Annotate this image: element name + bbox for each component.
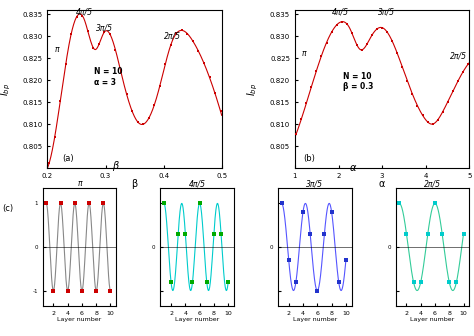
Title: π: π (77, 179, 82, 188)
X-axis label: Layer number: Layer number (57, 317, 101, 322)
Text: (b): (b) (304, 155, 316, 163)
Title: 2π/5: 2π/5 (424, 179, 441, 188)
Text: $\alpha$: $\alpha$ (349, 163, 357, 173)
Text: π: π (55, 45, 60, 54)
Text: π: π (301, 49, 306, 58)
Text: 2π/5: 2π/5 (450, 51, 467, 60)
Text: 3π/5: 3π/5 (378, 8, 395, 17)
Text: 3π/5: 3π/5 (96, 23, 113, 32)
Text: 4π/5: 4π/5 (332, 8, 349, 17)
X-axis label: Layer number: Layer number (175, 317, 219, 322)
Y-axis label: $I_{bp}$: $I_{bp}$ (0, 82, 12, 96)
Y-axis label: $I_{bp}$: $I_{bp}$ (246, 82, 260, 96)
Text: 2π/5: 2π/5 (164, 32, 181, 41)
Text: 4π/5: 4π/5 (75, 8, 92, 17)
X-axis label: β: β (131, 179, 137, 189)
Text: (c): (c) (2, 204, 13, 213)
X-axis label: α: α (379, 179, 385, 189)
Text: $\beta$: $\beta$ (112, 159, 120, 173)
Text: (a): (a) (62, 155, 73, 163)
Text: N = 10
α = 3: N = 10 α = 3 (94, 67, 122, 87)
Text: N = 10
β = 0.3: N = 10 β = 0.3 (343, 72, 373, 91)
Title: 3π/5: 3π/5 (306, 179, 323, 188)
Title: 4π/5: 4π/5 (189, 179, 206, 188)
X-axis label: Layer number: Layer number (292, 317, 337, 322)
X-axis label: Layer number: Layer number (410, 317, 455, 322)
